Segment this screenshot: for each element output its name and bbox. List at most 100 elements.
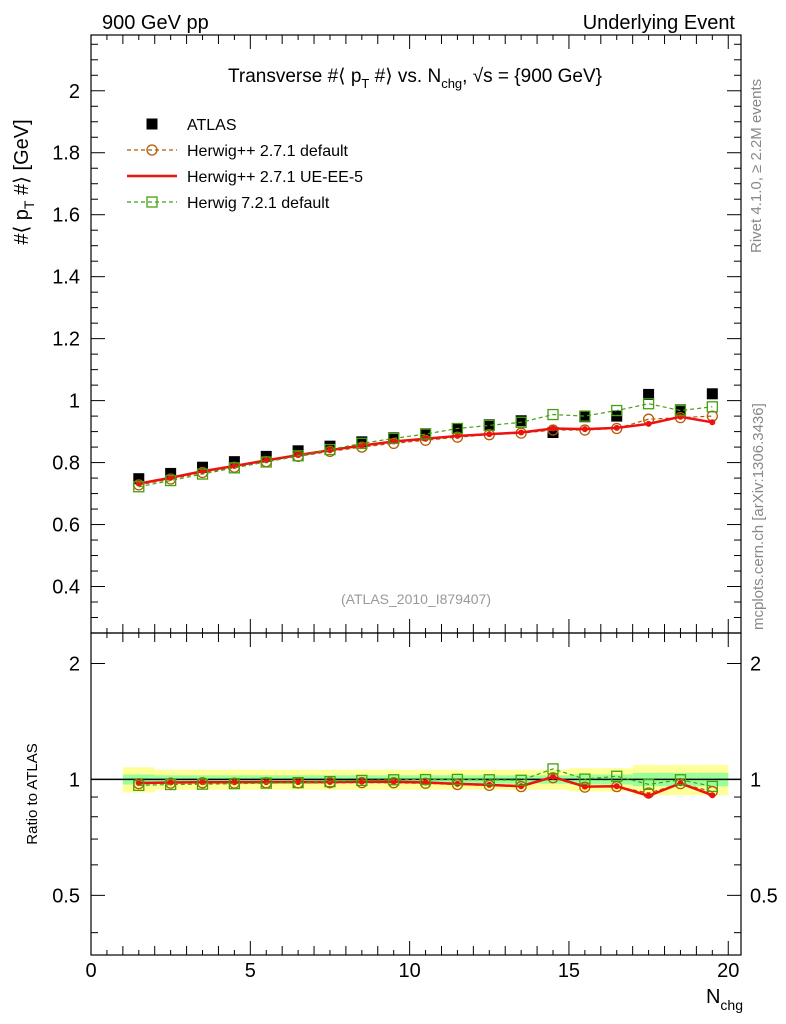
x-tick-label: 20 (717, 960, 739, 982)
ratio-y-tick-label-right: 0.5 (750, 885, 778, 907)
data-point (388, 432, 400, 445)
ratio-point (613, 783, 620, 790)
x-tick-label: 15 (558, 960, 580, 982)
legend-marker (146, 196, 158, 208)
ratio-point (165, 778, 177, 791)
x-tick-label: 5 (245, 960, 256, 982)
ratio-point (645, 792, 652, 799)
ratio-point (677, 780, 684, 787)
data-point (547, 427, 559, 439)
data-point (133, 481, 145, 493)
ratio-y-tick-label-right: 2 (750, 653, 761, 675)
data-point (295, 452, 302, 459)
legend-item-1: Herwig++ 2.7.1 default (127, 143, 349, 160)
ratio-panel: 0.5 0.5 1 1 2 2 0 5 10 15 20 Ratio to ATLAS Nchg (24, 632, 778, 1013)
legend-label: ATLAS (187, 117, 237, 134)
data-point (518, 429, 525, 436)
data-point (550, 425, 557, 432)
ratio-point (451, 773, 464, 786)
data-point (706, 401, 718, 413)
chart-title: Transverse #⟨ pT #⟩ vs. Nchg, √s = {900 … (228, 66, 602, 91)
series-3 (133, 398, 718, 493)
main-panel: 0.40.60.811.21.41.61.82 Transverse #⟨ pT… (11, 34, 742, 634)
ratio-point (196, 778, 209, 790)
ratio-point (260, 777, 272, 789)
main-series-group (133, 388, 718, 493)
ratio-point (292, 776, 304, 789)
main-x-axis (90, 35, 729, 633)
data-point (709, 419, 716, 426)
legend-label: Herwig++ 2.7.1 UE-EE-5 (187, 169, 363, 186)
watermark: (ATLAS_2010_I879407) (341, 591, 491, 607)
ratio-point (228, 778, 241, 790)
ratio-point (550, 773, 557, 780)
data-point (579, 411, 591, 423)
chart-title-sub-chg: chg (441, 76, 462, 91)
ratio-point (611, 770, 623, 782)
ratio-y-tick-label-right: 1 (750, 769, 761, 791)
data-point (419, 428, 432, 440)
data-point (515, 416, 527, 428)
data-point (196, 468, 209, 480)
data-point (231, 462, 238, 469)
data-point (642, 398, 655, 410)
ratio-point (263, 779, 270, 786)
data-point (643, 388, 655, 400)
ratio-y-axis-label: Ratio to ATLAS (24, 743, 41, 844)
data-point (645, 420, 652, 427)
data-point (677, 413, 684, 420)
ratio-point (674, 774, 687, 786)
header-left: 900 GeV pp (102, 12, 209, 34)
data-point (483, 419, 495, 432)
ratio-point (581, 783, 588, 790)
mcplots-label: mcplots.cern.ch [arXiv:1306.3436] (750, 403, 767, 630)
x-tick-label: 0 (85, 960, 96, 982)
ratio-series-group (133, 763, 718, 799)
main-y-tick-label: 1.4 (52, 267, 80, 289)
legend-label: Herwig 7.2.1 default (187, 195, 330, 212)
y-axis-label-sub: T (21, 200, 37, 209)
series-line (138, 415, 713, 485)
data-point (420, 428, 432, 440)
data-point (133, 473, 145, 485)
legend-marker (146, 144, 158, 156)
ratio-frame (90, 632, 742, 956)
y-axis-label-pre: #⟨ p (11, 209, 33, 245)
data-point (451, 422, 464, 435)
ratio-series-2 (133, 763, 718, 793)
data-point (706, 388, 718, 400)
data-point (165, 474, 177, 487)
ratio-y-tick-label-left: 2 (69, 653, 80, 675)
ratio-point (706, 780, 718, 793)
rivet-label: Rivet 4.1.0, ≥ 2.2M events (748, 79, 765, 253)
y-axis-label-post: #⟩ [GeV] (11, 119, 33, 200)
main-y-tick-label: 1.2 (52, 329, 80, 351)
data-point (454, 432, 461, 439)
data-point (228, 462, 241, 474)
main-y-tick-label: 0.8 (52, 453, 80, 475)
y-axis-label: #⟨ pT #⟩ [GeV] (11, 119, 37, 244)
data-point (167, 474, 174, 481)
data-point (486, 431, 493, 438)
chart-title-pre: Transverse #⟨ p (228, 66, 361, 87)
legend-label: Herwig++ 2.7.1 default (187, 143, 349, 160)
data-point (260, 456, 272, 468)
ratio-point (709, 792, 716, 799)
legend-item-3: Herwig 7.2.1 default (127, 195, 330, 212)
ratio-point (295, 779, 302, 786)
main-y-tick-label: 0.6 (52, 515, 80, 537)
legend: ATLAS Herwig++ 2.7.1 default Herwig++ 2.7.… (127, 117, 363, 212)
ratio-point (324, 775, 336, 788)
x-axis-label: Nchg (706, 986, 743, 1013)
main-y-tick-label: 2 (69, 81, 80, 103)
main-y-tick-label: 1.6 (52, 205, 80, 227)
data-point (674, 404, 687, 417)
series-1 (133, 410, 718, 491)
x-tick-label: 10 (399, 960, 421, 982)
data-point (292, 450, 304, 462)
ratio-point (515, 774, 527, 786)
header-right: Underlying Event (583, 12, 736, 34)
chart-title-sub-t: T (361, 76, 369, 91)
ratio-point (518, 783, 525, 790)
